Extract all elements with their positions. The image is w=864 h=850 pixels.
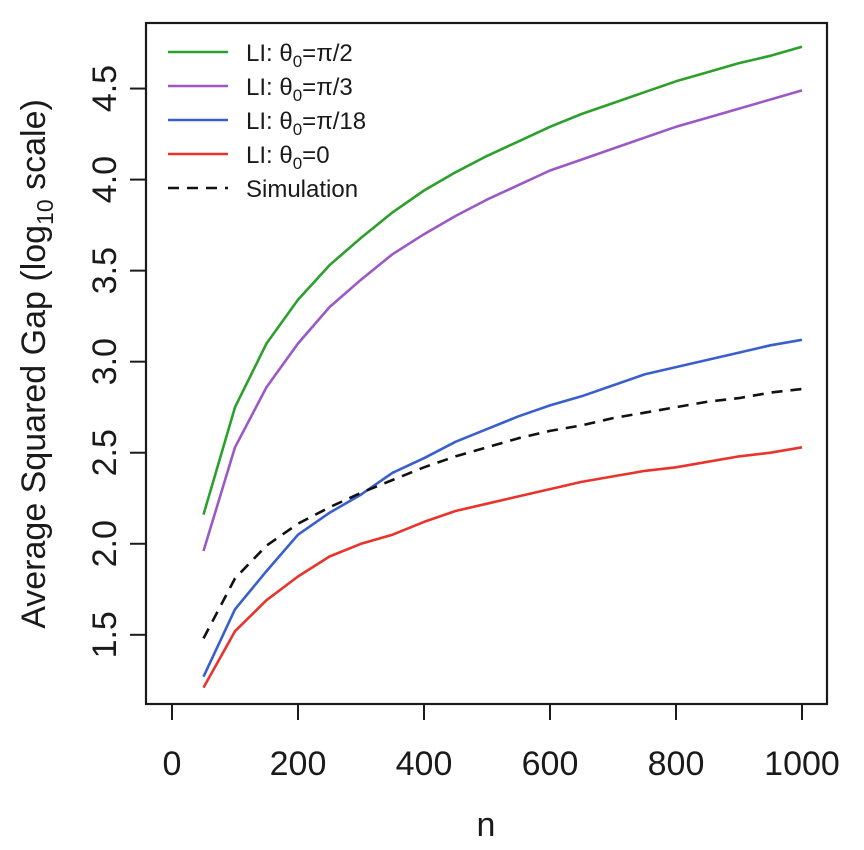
- x-tick-label: 1000: [764, 745, 840, 783]
- y-axis-title-prefix: Average Squared Gap (log: [15, 225, 53, 629]
- x-tick-label: 200: [270, 745, 327, 783]
- x-tick-label: 0: [163, 745, 182, 783]
- legend-label-main: LI: θ: [246, 142, 293, 169]
- y-tick-label: 2.0: [86, 520, 124, 567]
- legend-label-main: LI: θ: [246, 108, 293, 135]
- legend-label-0: LI: θ0=π/2: [246, 40, 353, 71]
- series-line-3: [202, 446, 803, 689]
- legend-label-rest: =π/2: [302, 40, 353, 67]
- legend-label-subscript: 0: [293, 86, 302, 105]
- legend-label-rest: =π/18: [302, 108, 366, 135]
- x-tick-label: 400: [396, 745, 453, 783]
- x-axis-title: n: [477, 806, 496, 844]
- legend-label-main: LI: θ: [246, 74, 293, 101]
- legend-label-rest: =0: [302, 142, 329, 169]
- y-tick-label: 4.5: [86, 65, 124, 112]
- plot-frame: [144, 21, 829, 706]
- y-axis-title-suffix: scale): [15, 99, 53, 199]
- y-axis-title-subscript: 10: [32, 199, 58, 225]
- legend-label-subscript: 0: [293, 120, 302, 139]
- series-line-4: [202, 387, 803, 640]
- y-axis: 1.5 2.0 2.5 3.0 3.5 4.0 4.5: [86, 65, 146, 658]
- series-layer: [202, 45, 803, 689]
- series-line-1: [202, 89, 803, 552]
- legend-label-3: LI: θ0=0: [246, 142, 330, 173]
- x-tick-label: 600: [522, 745, 579, 783]
- legend-label-rest: =π/3: [302, 74, 353, 101]
- legend-label-main: Simulation: [246, 176, 358, 203]
- legend-label-4: Simulation: [246, 176, 358, 203]
- legend-label-subscript: 0: [293, 154, 302, 173]
- y-tick-label: 3.0: [86, 338, 124, 385]
- y-tick-label: 3.5: [86, 247, 124, 294]
- legend-label-2: LI: θ0=π/18: [246, 108, 366, 139]
- x-axis: 0 200 400 600 800 1000: [163, 704, 840, 783]
- series-line-2: [202, 338, 803, 678]
- legend-label-1: LI: θ0=π/3: [246, 74, 353, 105]
- y-tick-label: 1.5: [86, 611, 124, 658]
- x-tick-label: 800: [648, 745, 705, 783]
- y-tick-label: 4.0: [86, 156, 124, 203]
- y-axis-title: Average Squared Gap (log10 scale): [15, 99, 58, 629]
- legend-label-subscript: 0: [293, 52, 302, 71]
- legend-label-main: LI: θ: [246, 40, 293, 67]
- y-tick-label: 2.5: [86, 429, 124, 476]
- series-line-0: [202, 45, 803, 515]
